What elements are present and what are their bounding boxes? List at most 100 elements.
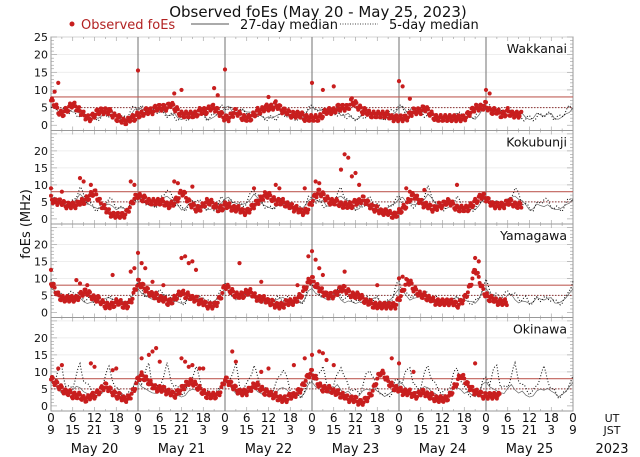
observed-point (182, 387, 187, 392)
observed-point (335, 198, 340, 203)
x-tick-label-jst: 21 (522, 423, 537, 437)
observed-point (210, 200, 215, 205)
x-tick-label-ut: 18 (370, 411, 385, 425)
x-tick-label-ut: 12 (174, 411, 189, 425)
observed-point (74, 278, 79, 283)
observed-point (159, 294, 164, 299)
observed-point (407, 387, 412, 392)
observed-point (183, 359, 188, 364)
observed-point (101, 300, 106, 305)
observed-point (117, 391, 122, 396)
observed-point (355, 201, 360, 206)
observed-point (406, 115, 411, 120)
x-tick-label-ut: 18 (544, 411, 559, 425)
observed-point (509, 198, 514, 203)
observed-point (269, 102, 274, 107)
observed-point (61, 113, 66, 118)
x-tick-label-ut: 6 (330, 411, 338, 425)
observed-point (465, 380, 470, 385)
y-tick-label: 25 (34, 31, 48, 44)
x-tick-label-jst: 21 (348, 423, 363, 437)
observed-point (294, 203, 299, 208)
x-tick-label-jst: 9 (134, 423, 142, 437)
observed-point (59, 363, 64, 368)
observed-point (56, 80, 61, 85)
observed-point (129, 391, 134, 396)
observed-point (273, 390, 278, 395)
observed-point (294, 392, 299, 397)
observed-point (291, 110, 296, 115)
x-tick-label-ut: 12 (435, 411, 450, 425)
observed-point (113, 113, 118, 118)
observed-point (412, 106, 417, 111)
observed-point (269, 389, 274, 394)
observed-point (484, 391, 488, 396)
observed-point (238, 111, 243, 116)
observed-point (451, 201, 456, 206)
x-tick-label-ut: 0 (482, 411, 490, 425)
observed-point (341, 205, 346, 210)
observed-point (82, 201, 87, 206)
observed-point (110, 368, 115, 373)
observed-point (382, 300, 387, 305)
observed-point (306, 207, 311, 212)
observed-point (420, 296, 425, 301)
observed-point (127, 205, 132, 210)
observed-point (469, 282, 474, 287)
y-tick-label: 10 (34, 84, 48, 97)
observed-point (136, 277, 141, 282)
observed-point (56, 366, 61, 371)
observed-point (81, 179, 86, 184)
observed-point (53, 197, 58, 202)
observed-point (320, 87, 325, 93)
legend: Observed foEs 27-day median 5-day median (69, 18, 479, 33)
observed-point (302, 119, 307, 124)
observed-point (396, 79, 402, 84)
observed-point (237, 295, 242, 300)
y-tick-label: 0 (41, 400, 48, 413)
observed-point (353, 170, 358, 176)
observed-point (476, 259, 481, 264)
observed-point (248, 286, 253, 291)
y-tick-label: 20 (34, 238, 48, 251)
observed-point (385, 375, 390, 380)
observed-point (78, 392, 82, 397)
observed-point (452, 113, 457, 118)
observed-point (456, 302, 461, 307)
observed-point (137, 114, 142, 119)
observed-point (186, 364, 191, 369)
observed-point (176, 196, 181, 201)
observed-point (414, 287, 419, 292)
observed-point (130, 296, 135, 301)
observed-point (320, 114, 325, 119)
observed-point (131, 290, 136, 295)
observed-point (307, 118, 312, 123)
year-label: 2023 (595, 442, 628, 457)
observed-point (99, 106, 104, 111)
observed-point (412, 390, 417, 395)
observed-point (215, 93, 220, 98)
observed-point (309, 352, 315, 357)
x-tick-label-ut: 0 (221, 411, 229, 425)
observed-point (77, 281, 83, 286)
observed-point (389, 380, 394, 385)
observed-point (171, 390, 176, 395)
observed-point (365, 399, 370, 404)
observed-point (329, 290, 334, 295)
observed-point (266, 94, 271, 100)
observed-point (78, 202, 82, 207)
observed-point (450, 391, 455, 396)
y-tick-label: 15 (34, 162, 48, 175)
observed-point (226, 119, 231, 124)
observed-point (113, 390, 118, 395)
observed-point (331, 294, 336, 299)
observed-point (347, 289, 352, 294)
station-label: Wakkanai (507, 41, 567, 56)
observed-point (324, 290, 329, 295)
y-tick-label: 15 (34, 66, 48, 79)
observed-point (104, 381, 109, 386)
observed-point (198, 386, 203, 391)
observed-point (131, 201, 136, 206)
legend-27day-label: 27-day median (240, 18, 338, 33)
observed-point (449, 297, 454, 302)
